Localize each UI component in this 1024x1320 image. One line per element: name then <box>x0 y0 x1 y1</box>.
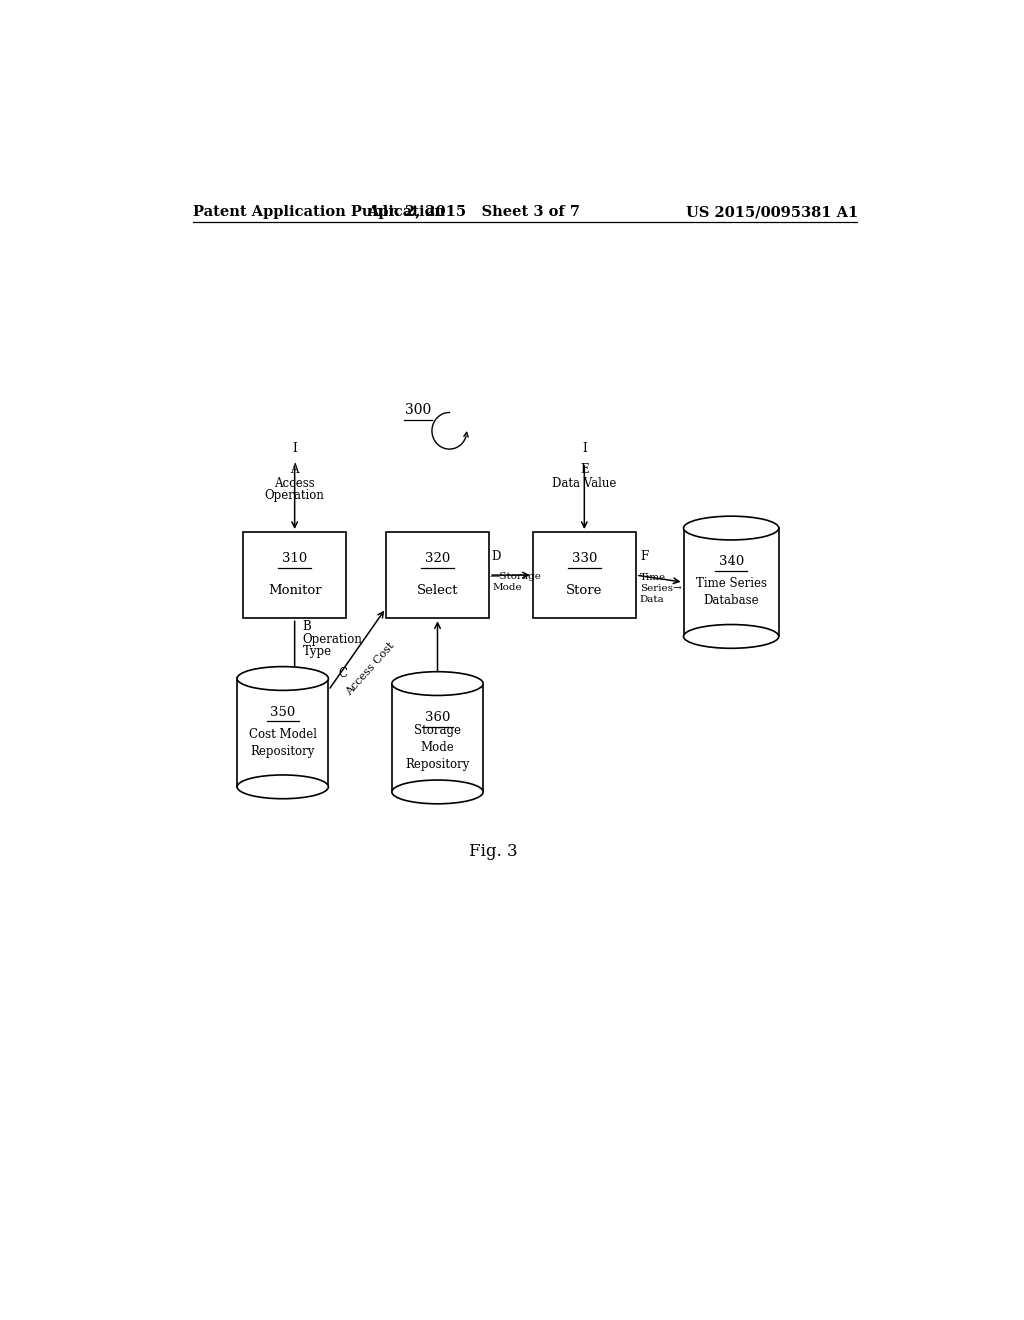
Text: F: F <box>640 550 648 562</box>
Text: Operation: Operation <box>303 632 362 645</box>
Text: D: D <box>492 550 501 562</box>
Bar <box>386 532 489 618</box>
Bar <box>684 528 778 636</box>
Text: 320: 320 <box>425 552 451 565</box>
Text: 360: 360 <box>425 711 451 723</box>
Bar <box>392 681 482 685</box>
Text: Patent Application Publication: Patent Application Publication <box>194 205 445 219</box>
Text: Type: Type <box>303 644 332 657</box>
Bar <box>532 532 636 618</box>
Text: Data: Data <box>640 595 665 605</box>
Ellipse shape <box>684 624 779 648</box>
Text: 340: 340 <box>719 556 743 569</box>
Bar <box>243 532 346 618</box>
Text: Access Cost: Access Cost <box>344 640 396 697</box>
Ellipse shape <box>238 667 329 690</box>
Text: 310: 310 <box>282 552 307 565</box>
Bar <box>238 678 329 787</box>
Bar <box>684 527 778 529</box>
Text: Operation: Operation <box>265 490 325 502</box>
Text: Cost Model
Repository: Cost Model Repository <box>249 727 316 758</box>
Bar <box>392 684 483 792</box>
Text: B: B <box>303 620 311 634</box>
Text: —Storage: —Storage <box>489 572 541 581</box>
Text: I: I <box>582 442 587 454</box>
Text: Apr. 2, 2015   Sheet 3 of 7: Apr. 2, 2015 Sheet 3 of 7 <box>367 205 580 219</box>
Text: Time: Time <box>640 573 666 582</box>
Text: Data Value: Data Value <box>552 477 616 490</box>
Text: Series→: Series→ <box>640 585 682 593</box>
Text: A: A <box>291 463 299 475</box>
Text: 300: 300 <box>404 403 431 417</box>
Bar <box>238 676 328 680</box>
Text: US 2015/0095381 A1: US 2015/0095381 A1 <box>686 205 858 219</box>
Text: E: E <box>580 463 589 475</box>
Text: Store: Store <box>566 583 602 597</box>
Text: Storage
Mode
Repository: Storage Mode Repository <box>406 725 470 771</box>
Text: Access: Access <box>274 477 315 490</box>
Text: Fig. 3: Fig. 3 <box>469 842 517 859</box>
Ellipse shape <box>684 516 779 540</box>
Text: I: I <box>292 442 297 454</box>
Ellipse shape <box>238 775 329 799</box>
Text: Time Series
Database: Time Series Database <box>695 577 767 607</box>
Text: Mode: Mode <box>493 583 522 593</box>
Ellipse shape <box>392 780 483 804</box>
Ellipse shape <box>392 672 483 696</box>
Text: 350: 350 <box>270 706 295 719</box>
Text: Select: Select <box>417 583 459 597</box>
Text: 330: 330 <box>571 552 597 565</box>
Text: C: C <box>338 667 347 680</box>
Text: Monitor: Monitor <box>268 583 322 597</box>
